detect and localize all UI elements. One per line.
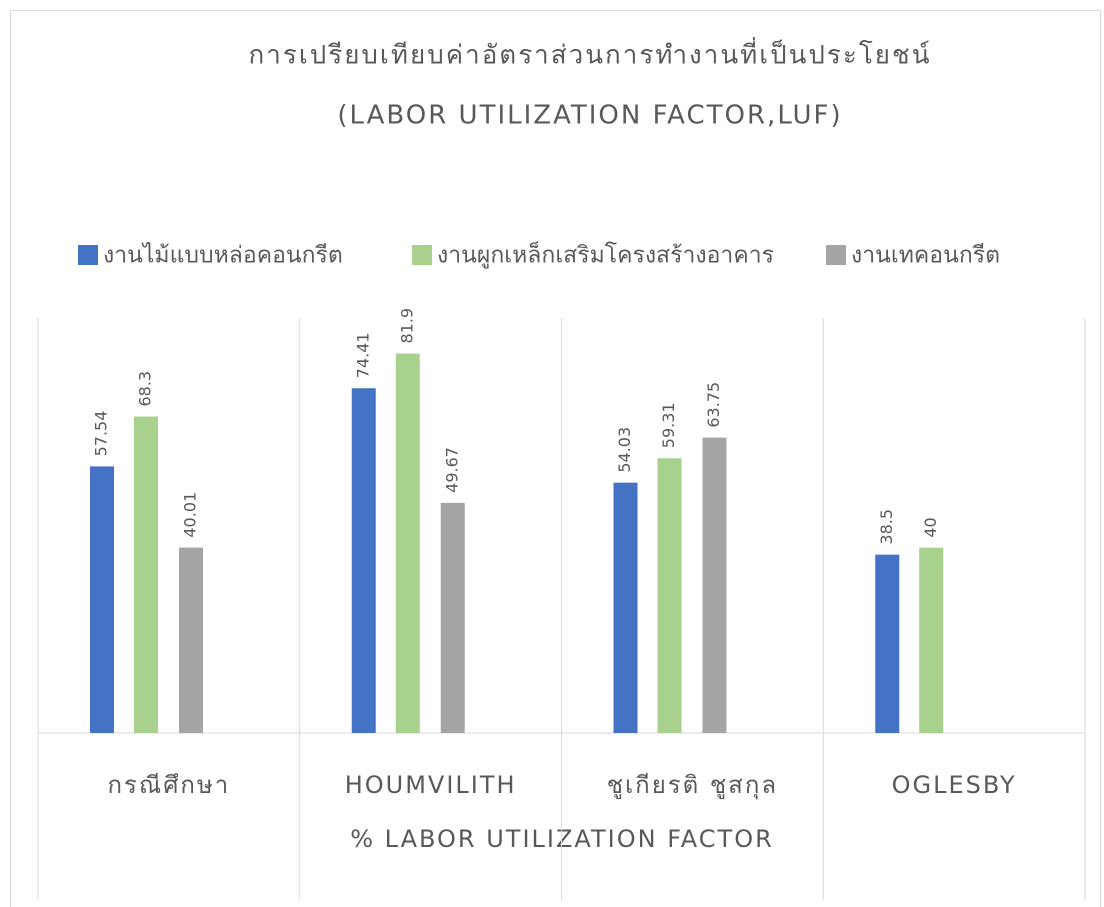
legend-label: งานเทคอนกรีต bbox=[851, 243, 1000, 269]
data-label: 74.41 bbox=[353, 332, 372, 378]
data-label: 40.01 bbox=[181, 492, 200, 538]
data-label: 57.54 bbox=[92, 411, 111, 457]
x-tick-label: กรณีศึกษา bbox=[108, 771, 231, 799]
legend-label: งานผูกเหล็กเสริมโครงสร้างอาคาร bbox=[437, 240, 774, 269]
data-label: 54.03 bbox=[615, 427, 634, 473]
bar bbox=[657, 458, 682, 733]
legend-swatch bbox=[826, 245, 846, 265]
chart-subtitle: (LABOR UTILIZATION FACTOR,LUF) bbox=[337, 101, 842, 131]
data-label: 49.67 bbox=[442, 447, 461, 493]
data-label: 40 bbox=[921, 517, 940, 537]
bar bbox=[395, 353, 420, 733]
bar bbox=[134, 416, 158, 733]
bar bbox=[613, 482, 638, 733]
legend-label: งานไม้แบบหล่อคอนกรีต bbox=[103, 242, 343, 269]
data-label: 59.31 bbox=[659, 402, 678, 448]
x-tick-label: OGLESBY bbox=[892, 771, 1017, 799]
data-label: 81.9 bbox=[397, 308, 416, 344]
chart-title: การเปรียบเทียบค่าอัตราส่วนการทำงานที่เป็… bbox=[249, 37, 932, 71]
bar bbox=[351, 388, 376, 733]
bar bbox=[179, 547, 203, 733]
data-label: 63.75 bbox=[704, 382, 723, 428]
legend-swatch bbox=[412, 245, 432, 265]
x-tick-label: HOUMVILITH bbox=[345, 771, 517, 799]
data-label: 68.3 bbox=[136, 371, 155, 407]
chart-border bbox=[10, 10, 1101, 907]
bar bbox=[702, 437, 727, 733]
bar bbox=[875, 554, 900, 733]
data-label: 38.5 bbox=[877, 509, 896, 545]
bar bbox=[440, 502, 465, 733]
legend-swatch bbox=[78, 245, 98, 265]
bar bbox=[90, 466, 114, 733]
bar bbox=[919, 547, 944, 733]
x-tick-label: ชูเกียรติ ชูสกุล bbox=[607, 771, 778, 800]
